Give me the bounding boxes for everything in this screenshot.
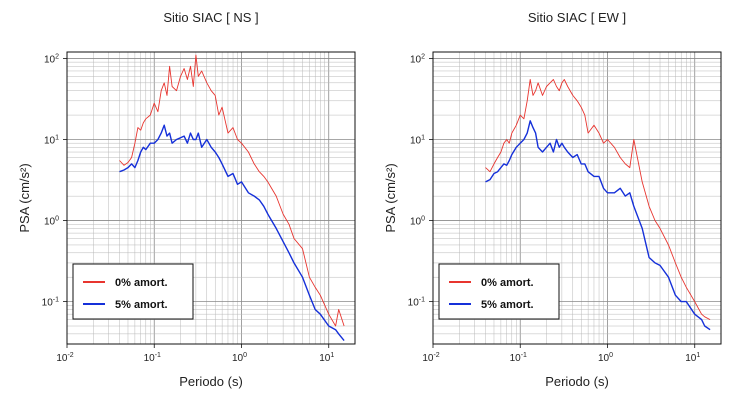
y-tick-label: 100 bbox=[410, 216, 425, 228]
y-tick-label: 101 bbox=[44, 134, 59, 146]
y-axis-label: PSA (cm/s²) bbox=[17, 163, 32, 232]
legend-label: 0% amort. bbox=[115, 277, 168, 289]
x-axis-label: Periodo (s) bbox=[545, 374, 609, 389]
x-axis-label: Periodo (s) bbox=[179, 374, 243, 389]
x-tick-label: 10-1 bbox=[510, 352, 527, 364]
x-tick-label: 101 bbox=[685, 352, 700, 364]
legend: 0% amort. 5% amort. bbox=[72, 263, 194, 320]
y-tick-label: 10-1 bbox=[408, 297, 425, 309]
legend-box bbox=[438, 263, 560, 320]
y-tick-label: 101 bbox=[410, 134, 425, 146]
x-tick-label: 10-1 bbox=[144, 352, 161, 364]
chart-title: Sitio SIAC [ EW ] bbox=[528, 10, 626, 25]
legend-box bbox=[72, 263, 194, 320]
chart-title: Sitio SIAC [ NS ] bbox=[163, 10, 258, 25]
plot-frame bbox=[432, 51, 722, 345]
y-tick-label: 102 bbox=[44, 53, 59, 65]
legend-label: 5% amort. bbox=[481, 299, 534, 311]
y-tick-label: 102 bbox=[410, 53, 425, 65]
legend-label: 5% amort. bbox=[115, 299, 168, 311]
series-line-amort-0 bbox=[485, 79, 711, 320]
x-tick-label: 100 bbox=[598, 352, 613, 364]
y-axis-label: PSA (cm/s²) bbox=[383, 163, 398, 232]
y-tick-label: 100 bbox=[44, 216, 59, 228]
series-line-amort-5 bbox=[119, 124, 345, 342]
series-line-amort-0 bbox=[119, 54, 345, 327]
plot-frame bbox=[66, 51, 356, 345]
legend-label: 0% amort. bbox=[481, 277, 534, 289]
legend: 0% amort. 5% amort. bbox=[438, 263, 560, 320]
x-tick-label: 10-2 bbox=[422, 352, 439, 364]
y-tick-label: 10-1 bbox=[42, 297, 59, 309]
x-tick-label: 10-2 bbox=[56, 352, 73, 364]
chart-panel-2: Sitio SIAC [ EW ] 10-2 10-1 100 101 10-1 100 10… bbox=[383, 10, 722, 389]
x-tick-label: 100 bbox=[232, 352, 247, 364]
series-line-amort-5 bbox=[485, 120, 711, 331]
grid bbox=[66, 52, 356, 345]
chart-panel-1: Sitio SIAC [ NS ] 10-2 10-1 100 101 10-1 100 10… bbox=[17, 10, 356, 389]
x-tick-label: 101 bbox=[319, 352, 334, 364]
